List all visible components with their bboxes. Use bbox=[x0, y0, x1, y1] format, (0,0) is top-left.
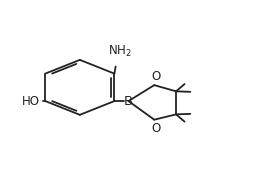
Text: HO: HO bbox=[21, 94, 40, 108]
Text: NH$_2$: NH$_2$ bbox=[108, 44, 131, 59]
Text: O: O bbox=[151, 122, 160, 135]
Text: B: B bbox=[124, 94, 133, 108]
Text: O: O bbox=[151, 70, 160, 83]
